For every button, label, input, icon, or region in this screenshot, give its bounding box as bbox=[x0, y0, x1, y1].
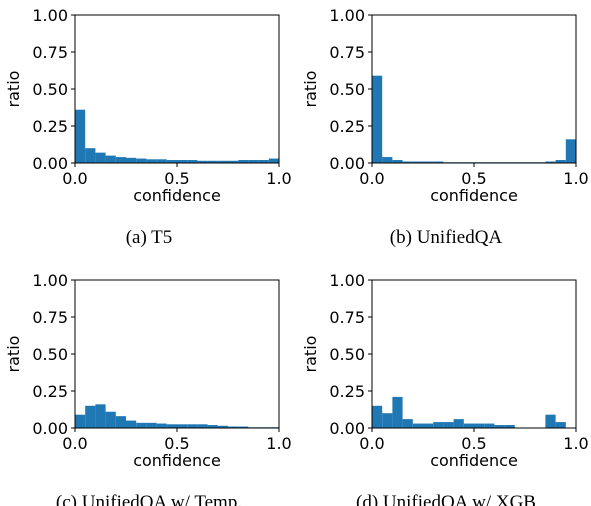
y-tick-label: 0.25 bbox=[32, 382, 68, 401]
histogram-bar bbox=[126, 421, 136, 428]
x-tick-label: 0.0 bbox=[359, 434, 384, 453]
histogram-bar bbox=[372, 76, 382, 163]
y-tick-label: 0.50 bbox=[329, 80, 365, 99]
histogram-bar bbox=[146, 159, 156, 163]
histogram-bar bbox=[177, 424, 187, 428]
x-tick-label: 1.0 bbox=[563, 169, 588, 188]
subplot-a: 0.00 0.25 0.50 0.75 1.00 0.0 0.5 1.0 confidence r… bbox=[4, 6, 292, 248]
y-axis-label: ratio bbox=[4, 336, 23, 373]
y-tick-label: 0.25 bbox=[329, 117, 365, 136]
histogram-bar bbox=[464, 424, 474, 428]
subplot-caption: (c) UnifiedQA w/ Temp. bbox=[56, 492, 242, 506]
y-tick-label: 0.75 bbox=[329, 43, 365, 62]
histogram-bar bbox=[116, 416, 126, 428]
y-tick-label: 0.75 bbox=[329, 308, 365, 327]
histogram-bar bbox=[157, 424, 167, 428]
x-tick-label: 0.0 bbox=[62, 169, 87, 188]
y-tick-label: 1.00 bbox=[32, 6, 68, 25]
y-tick-label: 1.00 bbox=[329, 6, 365, 25]
x-tick-label: 1.0 bbox=[266, 434, 291, 453]
histogram-bar bbox=[167, 424, 177, 428]
histogram-bar bbox=[433, 422, 443, 428]
histogram-bar bbox=[382, 413, 392, 428]
y-tick-label: 0.50 bbox=[329, 345, 365, 364]
subplot-b: 0.00 0.25 0.50 0.75 1.00 0.0 0.5 1.0 confidence r… bbox=[301, 6, 589, 248]
y-tick-label: 0.25 bbox=[329, 382, 365, 401]
x-axis-label: confidence bbox=[430, 186, 518, 205]
y-tick-label: 0.50 bbox=[32, 345, 68, 364]
histogram-bar bbox=[372, 406, 382, 428]
histogram-bar bbox=[382, 157, 392, 163]
x-tick-label: 1.0 bbox=[266, 169, 291, 188]
histogram-bar bbox=[545, 415, 555, 428]
histogram-bar bbox=[95, 404, 105, 428]
histogram-bar bbox=[556, 422, 566, 428]
histogram-bar bbox=[413, 424, 423, 428]
y-tick-label: 0.75 bbox=[32, 43, 68, 62]
histogram-bar bbox=[566, 139, 576, 163]
x-axis-label: confidence bbox=[133, 186, 221, 205]
histogram-bar bbox=[75, 415, 85, 428]
histogram-bar bbox=[106, 156, 116, 163]
y-tick-label: 0.25 bbox=[32, 117, 68, 136]
x-tick-label: 0.0 bbox=[359, 169, 384, 188]
y-axis-label: ratio bbox=[4, 71, 23, 108]
histogram-bar bbox=[484, 424, 494, 428]
histogram-bar bbox=[116, 157, 126, 163]
y-axis-label: ratio bbox=[301, 71, 320, 108]
histogram-bar bbox=[136, 159, 146, 163]
axes-frame bbox=[372, 15, 576, 163]
subplot-caption: (b) UnifiedQA bbox=[390, 227, 503, 248]
histogram-bar bbox=[85, 406, 95, 428]
subplot-c: 0.00 0.25 0.50 0.75 1.00 0.0 0.5 1.0 confidence r… bbox=[4, 271, 292, 506]
y-tick-label: 0.75 bbox=[32, 308, 68, 327]
histogram-bar bbox=[75, 110, 85, 163]
histogram-bar bbox=[269, 159, 279, 163]
y-axis-label: ratio bbox=[301, 336, 320, 373]
histogram-bar bbox=[85, 148, 95, 163]
histogram-bar bbox=[443, 422, 453, 428]
histogram-bar bbox=[403, 419, 413, 428]
x-axis-label: confidence bbox=[133, 451, 221, 470]
x-tick-label: 1.0 bbox=[563, 434, 588, 453]
y-tick-label: 0.50 bbox=[32, 80, 68, 99]
histogram-bar bbox=[157, 159, 167, 163]
histogram-bar bbox=[392, 397, 402, 428]
histogram-bar bbox=[474, 424, 484, 428]
histogram-bar bbox=[126, 158, 136, 163]
axes-frame bbox=[75, 15, 279, 163]
y-tick-label: 1.00 bbox=[329, 271, 365, 290]
histogram-bar bbox=[136, 423, 146, 428]
histogram-bar bbox=[187, 424, 197, 428]
y-tick-label: 1.00 bbox=[32, 271, 68, 290]
histogram-bar bbox=[95, 153, 105, 163]
histogram-bar bbox=[454, 419, 464, 428]
histogram-bar bbox=[106, 412, 116, 428]
x-tick-label: 0.0 bbox=[62, 434, 87, 453]
x-axis-label: confidence bbox=[430, 451, 518, 470]
histogram-bar bbox=[146, 423, 156, 428]
histogram-bar bbox=[197, 424, 207, 428]
subplot-d: 0.00 0.25 0.50 0.75 1.00 0.0 0.5 1.0 confidence r… bbox=[301, 271, 589, 506]
subplot-caption: (a) T5 bbox=[126, 227, 173, 248]
subplot-caption: (d) UnifiedQA w/ XGB bbox=[356, 492, 536, 506]
histogram-bar bbox=[423, 424, 433, 428]
